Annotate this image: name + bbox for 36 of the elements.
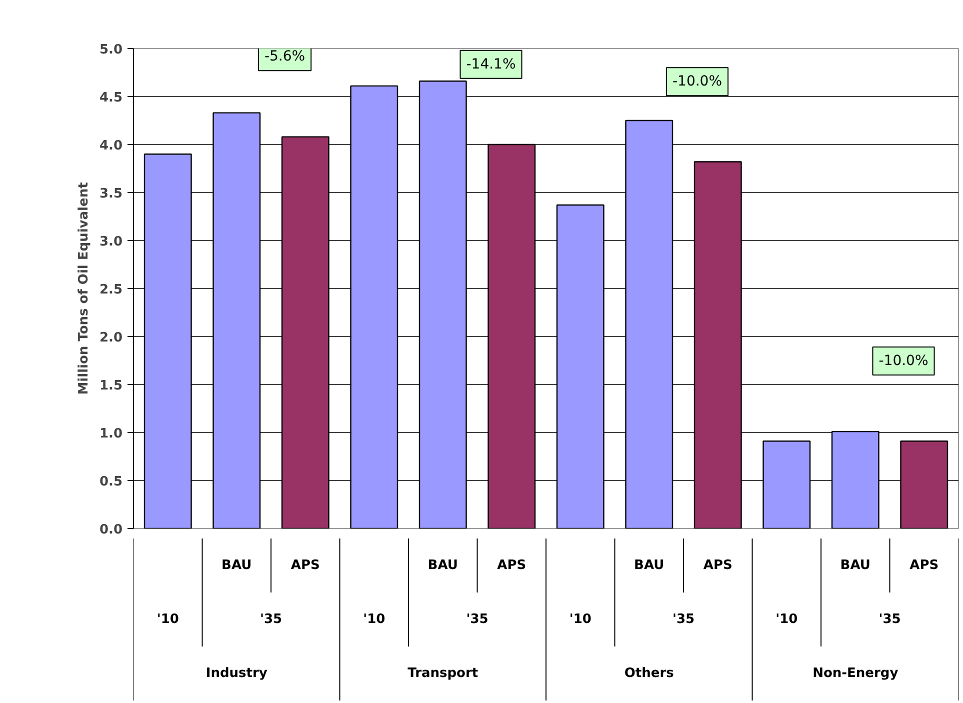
x-tick-label: APS [910,558,939,573]
x-tick-label: BAU [222,558,252,573]
x-tick-label: APS [497,558,526,573]
text: '10 [569,612,592,627]
x-tick-label: BAU [428,558,458,573]
y-tick-label: 4.5 [99,90,122,106]
y-tick-label: 3.0 [99,234,122,250]
annotation: -10.0% [672,74,722,90]
y-tick-label: 2.5 [99,282,122,298]
y-tick-label: 1.5 [99,378,122,394]
x-tick-label: APS [703,558,732,573]
y-tick-label: 5.0 [99,42,122,58]
annotation: -5.6% [264,48,306,65]
annotation: -10.0% [878,352,928,369]
text: '10 [156,612,179,627]
text: '35 [466,612,488,627]
text: '35 [260,612,282,627]
text: '35 [672,612,695,627]
y-tick-label: 0.0 [99,522,122,538]
x-tick-label: BAU [634,558,664,573]
y-tick-label: 4.0 [99,138,122,154]
text: Transport [408,666,478,681]
y-tick-label: 3.5 [99,186,122,202]
annotation: -14.1% [466,56,516,72]
y-tick-label: 2.0 [99,330,122,346]
text: '10 [363,612,386,627]
y-axis-title: Million Tons of Oil Equivalent [76,182,92,395]
text: Non-Energy [812,666,899,681]
y-tick-label: 0.5 [99,474,122,490]
text: '35 [878,612,901,627]
text: Industry [206,666,268,681]
text: '10 [776,612,798,627]
y-tick-label: 1.0 [99,426,122,442]
x-tick-label: BAU [840,558,870,573]
text: Others [624,666,674,681]
x-tick-label: APS [290,558,320,573]
